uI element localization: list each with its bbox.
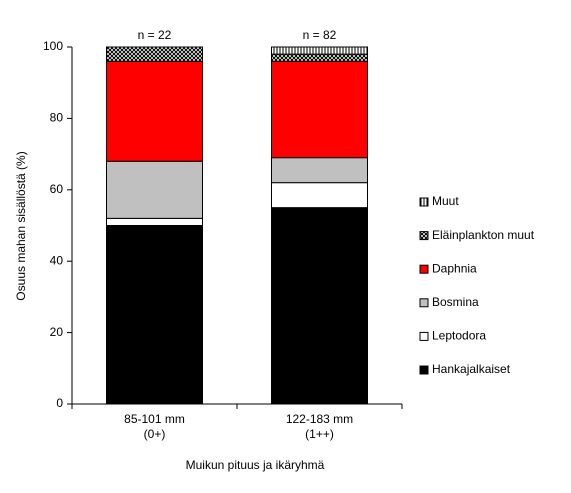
bar-segment — [271, 46, 368, 55]
legend-swatch — [419, 331, 429, 341]
legend-label: Bosmina — [432, 295, 479, 309]
bar-segment — [106, 60, 203, 162]
bar-segment — [271, 53, 368, 62]
bar-segment — [271, 60, 368, 159]
x-axis-title: Muikun pituus ja ikäryhmä — [186, 458, 325, 472]
annotation: n = 82 — [303, 28, 337, 42]
y-tick-label: 80 — [50, 111, 64, 125]
legend-label: Leptodora — [432, 329, 486, 343]
legend-swatch — [419, 264, 429, 274]
y-tick-label: 0 — [56, 396, 63, 410]
x-tick-label: 122-183 mm — [286, 412, 353, 426]
legend-swatch — [419, 298, 429, 308]
legend-swatch — [419, 365, 429, 375]
bar-segment — [271, 207, 368, 405]
bar-segment — [106, 217, 203, 227]
bar-segment — [271, 182, 368, 209]
x-tick-sublabel: (0+) — [144, 427, 166, 441]
legend-label: Daphnia — [432, 261, 477, 275]
bar-segment — [271, 157, 368, 184]
bar-segment — [106, 160, 203, 219]
legend-label: Eläinplankton muut — [432, 228, 535, 242]
x-tick-sublabel: (1++) — [305, 427, 334, 441]
y-tick-label: 60 — [50, 182, 64, 196]
x-tick-label: 85-101 mm — [124, 412, 185, 426]
y-tick-label: 40 — [50, 253, 64, 267]
y-axis-title: Osuus mahan sisällöstä (%) — [14, 151, 28, 300]
bar-segment — [106, 46, 203, 62]
legend-swatch — [419, 197, 429, 207]
legend-label: Hankajalkaiset — [432, 362, 511, 376]
y-tick-label: 20 — [50, 325, 64, 339]
y-tick-label: 100 — [43, 39, 63, 53]
annotation: n = 22 — [138, 28, 172, 42]
legend-swatch — [419, 231, 429, 241]
bar-segment — [106, 225, 203, 405]
legend-label: Muut — [432, 194, 459, 208]
